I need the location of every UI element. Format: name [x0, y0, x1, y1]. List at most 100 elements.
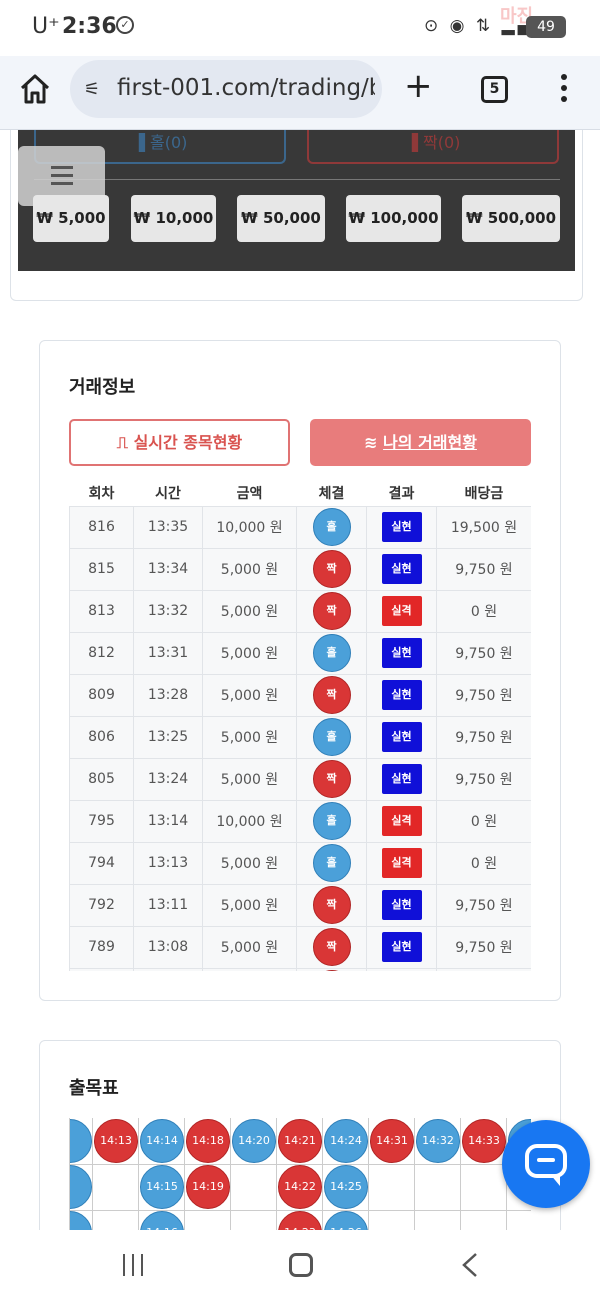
result-ball: 14:21	[278, 1119, 322, 1163]
time-cell: 13:13	[133, 841, 203, 885]
amount-50000-button[interactable]: ₩ 50,000	[237, 195, 325, 242]
round-cell: 813	[69, 589, 134, 633]
grid-column	[185, 1118, 231, 1230]
more-menu-icon[interactable]	[556, 74, 572, 106]
system-nav-bar	[0, 1230, 600, 1300]
time-cell	[133, 967, 203, 971]
tab-my-trades[interactable]: ≋ 나의 거래현황	[310, 419, 531, 466]
result-badge: 실격	[381, 806, 422, 836]
amount-5000-button[interactable]: ₩ 5,000	[33, 195, 109, 242]
trade-history-table[interactable]: 회차 시간 금액 체결 결과 배당금 816 13:35 10,000 원 홀 실현 19…	[69, 480, 531, 971]
col-pick-header: 체결	[296, 480, 367, 506]
result-badge: 실현	[381, 932, 422, 962]
round-cell: 805	[69, 757, 134, 801]
url-text[interactable]: first-001.com/trading/ba	[117, 75, 375, 101]
col-round-header: 회차	[69, 480, 134, 506]
result-cell: 실현	[366, 631, 437, 675]
round-cell: 815	[69, 547, 134, 591]
payout-cell: 19,500 원	[436, 505, 531, 549]
trade-info-title: 거래정보	[69, 377, 136, 398]
table-row: 813 13:32 5,000 원 짝 실격 0 원	[69, 589, 531, 633]
time-cell: 13:08	[133, 925, 203, 969]
amount-100000-button[interactable]: ₩ 100,000	[346, 195, 441, 242]
time-cell: 13:25	[133, 715, 203, 759]
amount-10000-button[interactable]: ₩ 10,000	[131, 195, 216, 242]
round-cell: 794	[69, 841, 134, 885]
result-cell: 실현	[366, 925, 437, 969]
table-header-row: 회차 시간 금액 체결 결과 배당금	[69, 480, 531, 506]
table-row	[69, 967, 531, 971]
result-badge: 실현	[381, 890, 422, 920]
time-cell: 13:34	[133, 547, 203, 591]
home-nav-icon[interactable]	[289, 1253, 313, 1277]
new-tab-button[interactable]: +	[404, 66, 433, 106]
result-badge: 실현	[381, 680, 422, 710]
pick-ball: 짝	[312, 886, 351, 924]
payout-cell: 9,750 원	[436, 715, 531, 759]
payout-cell: 9,750 원	[436, 925, 531, 969]
time-cell: 13:24	[133, 757, 203, 801]
result-ball: 14:24	[324, 1119, 368, 1163]
tab-realtime-status[interactable]: ⎍ 실시간 종목현황	[69, 419, 290, 466]
pick-cell: 짝	[296, 757, 367, 801]
tab-my-trades-label: 나의 거래현황	[383, 433, 477, 452]
carrier-label: U⁺	[32, 14, 60, 39]
result-cell: 실현	[366, 547, 437, 591]
result-cell	[366, 967, 437, 971]
payout-cell	[436, 967, 531, 971]
pick-cell: 짝	[296, 883, 367, 927]
bet-card	[10, 130, 583, 301]
address-bar[interactable]: ⚟ first-001.com/trading/ba	[70, 60, 382, 118]
pick-ball: 홀	[312, 802, 351, 840]
pick-cell	[296, 967, 367, 971]
pick-ball: 홀	[312, 844, 351, 882]
grid-column	[93, 1118, 139, 1230]
table-row: 816 13:35 10,000 원 홀 실현 19,500 원	[69, 505, 531, 549]
table-row: 806 13:25 5,000 원 홀 실현 9,750 원	[69, 715, 531, 759]
chat-button[interactable]	[502, 1120, 590, 1208]
table-row: 792 13:11 5,000 원 짝 실현 9,750 원	[69, 883, 531, 927]
waves-icon: ≋	[364, 433, 378, 452]
result-ball: 14:20	[232, 1119, 276, 1163]
result-cell: 실현	[366, 883, 437, 927]
payout-cell: 9,750 원	[436, 757, 531, 801]
back-icon[interactable]	[460, 1252, 480, 1278]
result-cell: 실격	[366, 841, 437, 885]
tab-switcher-button[interactable]: 5	[481, 76, 508, 103]
result-badge: 실현	[381, 764, 422, 794]
grid-column	[277, 1118, 323, 1230]
payout-cell: 9,750 원	[436, 547, 531, 591]
pick-cell: 홀	[296, 631, 367, 675]
table-row: 805 13:24 5,000 원 짝 실현 9,750 원	[69, 757, 531, 801]
payout-cell: 0 원	[436, 841, 531, 885]
table-row: 795 13:14 10,000 원 홀 실격 0 원	[69, 799, 531, 843]
result-cell: 실현	[366, 505, 437, 549]
pick-cell: 홀	[296, 505, 367, 549]
result-ball: 14:22	[278, 1165, 322, 1209]
grid-column	[70, 1118, 93, 1230]
round-cell: 792	[69, 883, 134, 927]
amount-cell: 5,000 원	[202, 883, 297, 927]
watermark-logo: 마진	[500, 6, 534, 27]
site-settings-icon[interactable]: ⚟	[84, 79, 101, 100]
result-ball: 14:31	[370, 1119, 414, 1163]
recent-apps-icon[interactable]	[121, 1254, 145, 1276]
result-ball: 14:13	[94, 1119, 138, 1163]
tab-realtime-label: 실시간 종목현황	[133, 433, 243, 452]
grid-column	[231, 1118, 277, 1230]
result-ball: 14:25	[324, 1165, 368, 1209]
payout-cell: 9,750 원	[436, 883, 531, 927]
col-time-header: 시간	[133, 480, 203, 506]
amount-500000-button[interactable]: ₩ 500,000	[462, 195, 560, 242]
table-row: 794 13:13 5,000 원 홀 실격 0 원	[69, 841, 531, 885]
pick-cell: 짝	[296, 589, 367, 633]
home-icon[interactable]	[18, 72, 52, 106]
pick-ball: 짝	[312, 550, 351, 588]
even-bet-button[interactable]: ▐ 짝(0)	[307, 130, 559, 164]
result-ball: 14:15	[140, 1165, 184, 1209]
time-cell: 13:14	[133, 799, 203, 843]
round-cell: 812	[69, 631, 134, 675]
col-payout-header: 배당금	[436, 480, 531, 506]
pick-cell: 홀	[296, 799, 367, 843]
result-badge: 실현	[381, 638, 422, 668]
